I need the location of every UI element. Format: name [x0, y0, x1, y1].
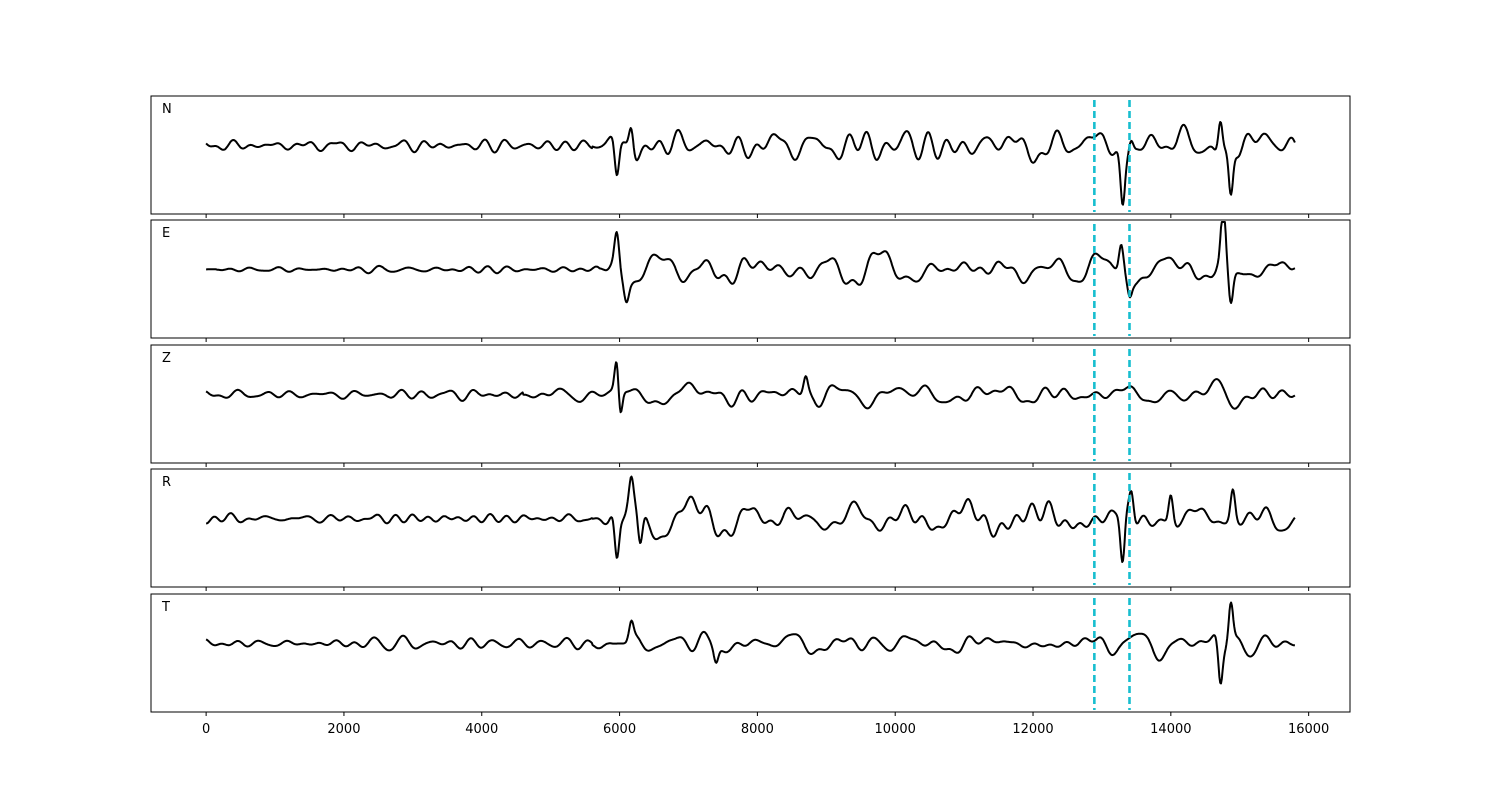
- x-tick-label: 10000: [875, 722, 916, 737]
- panel-z: Z: [150, 344, 1351, 467]
- panel-n: N: [150, 95, 1351, 218]
- x-tick-label: 16000: [1288, 722, 1329, 737]
- waveform-r: [205, 475, 1296, 563]
- x-tick-label: 6000: [603, 722, 636, 737]
- component-label-r: R: [162, 475, 171, 490]
- x-axis: 0 2000 4000 6000 8000 10000 12000 14000 16000: [202, 722, 1329, 737]
- x-tick-label: 2000: [327, 722, 360, 737]
- x-tick-label: 0: [202, 722, 210, 737]
- panel-frame: [150, 468, 1351, 588]
- component-label-z: Z: [162, 351, 171, 366]
- waveform-e: [205, 221, 1296, 304]
- panel-frame: [150, 219, 1351, 339]
- panels: N E Z R T: [150, 95, 1351, 716]
- panel-frame: [150, 593, 1351, 713]
- panel-r: R: [150, 468, 1351, 591]
- waveform-t: [205, 601, 1296, 685]
- panel-frame: [150, 344, 1351, 464]
- waveform-z: [205, 361, 1296, 414]
- x-tick-label: 12000: [1012, 722, 1053, 737]
- waveform-n: [205, 121, 1296, 206]
- component-label-t: T: [161, 600, 170, 615]
- x-tick-label: 8000: [741, 722, 774, 737]
- x-tick-label: 14000: [1150, 722, 1191, 737]
- panel-e: E: [150, 219, 1351, 342]
- component-label-n: N: [162, 102, 172, 117]
- x-tick-label: 4000: [465, 722, 498, 737]
- component-label-e: E: [162, 226, 170, 241]
- panel-t: T: [150, 593, 1351, 716]
